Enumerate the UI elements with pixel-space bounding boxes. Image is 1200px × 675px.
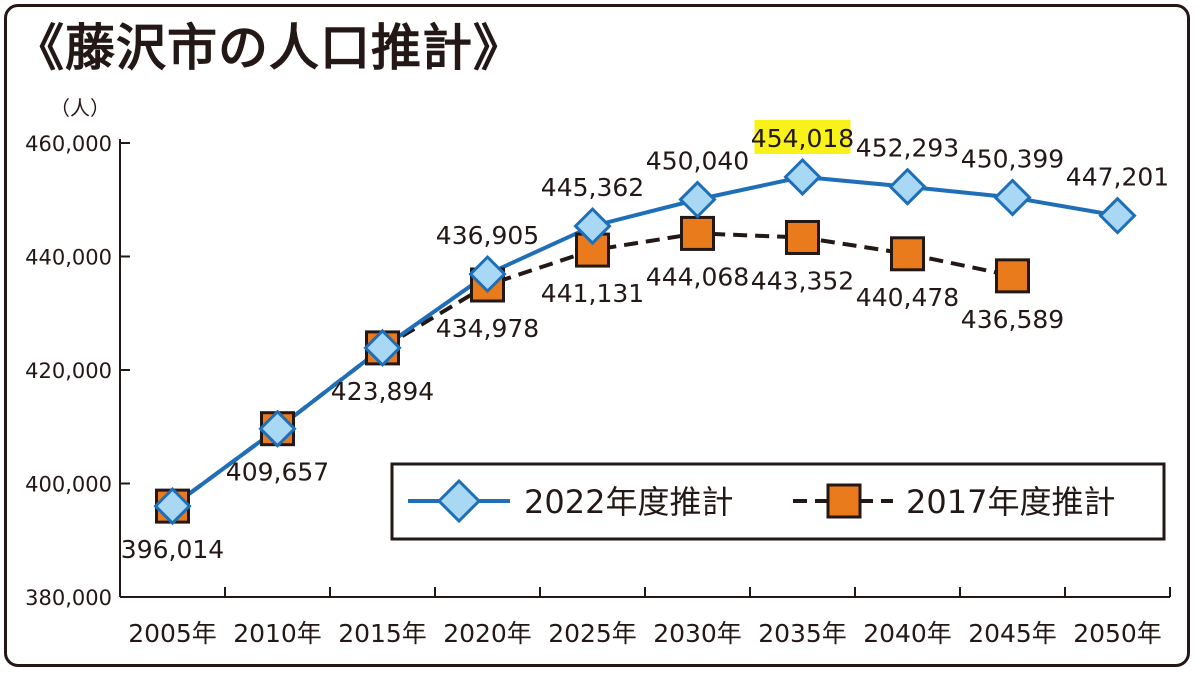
marker-2022 [258,409,297,448]
axes: 380,000 400,000 420,000 440,000 460,000 （人） 20… [25,96,1171,648]
marker-2022 [468,254,507,294]
marker-2017 [890,236,925,272]
legend-marker-2022 [436,478,482,524]
x-tick-label: 2035年 [758,619,847,648]
y-tick-label: 380,000 [25,586,112,610]
legend-marker-2017 [826,483,862,519]
highlight-box [754,119,851,154]
series-line-2022 [171,174,1118,508]
marker-2017 [995,258,1030,294]
x-tick-label: 2015年 [338,619,427,648]
marker-2022 [993,178,1032,217]
series-markers [153,157,1137,526]
x-tick-label: 2025年 [548,619,637,648]
legend-box [390,462,1166,541]
marker-2022 [573,206,612,246]
data-label-2017: 441,131 [541,279,644,308]
y-tick-label: 420,000 [25,359,112,383]
data-label-2022: 409,657 [226,458,329,487]
data-label-2022: 447,201 [1066,163,1169,192]
data-label-2022: 450,040 [646,147,749,176]
y-tick-label: 460,000 [25,132,112,156]
y-tick-label: 400,000 [25,473,112,497]
chart-title: 《藤沢市の人口推計》 [14,19,524,77]
x-tick-label: 2040年 [863,619,952,648]
x-tick-label: 2020年 [443,619,532,648]
marker-2022 [1098,196,1137,235]
legend: 2022年度推計 2017年度推計 [390,462,1166,541]
x-tick-label: 2005年 [128,619,217,648]
x-tick-label: 2010年 [233,619,322,648]
marker-2022 [678,180,717,219]
data-label-2022: 436,905 [436,221,539,250]
x-tick-label: 2045年 [968,619,1057,648]
data-labels: 396,014 409,657 423,894 436,905445,362450,0… [121,119,1169,564]
data-label-2022: 423,894 [331,377,434,406]
marker-2022 [888,167,927,206]
legend-label-2017: 2017年度推計 [906,483,1115,521]
data-label-2022: 445,362 [541,173,644,202]
data-label-2022: 452,293 [856,134,959,163]
x-tick-label: 2050年 [1073,619,1162,648]
data-label-2017: 444,068 [646,262,749,291]
marker-2017 [785,219,820,255]
y-tick-label: 440,000 [25,246,112,270]
data-label-2017: 434,978 [436,314,539,343]
marker-2022 [153,486,192,526]
data-label-2022: 454,018 [751,124,854,153]
data-label-2017: 440,478 [856,283,959,312]
legend-label-2022: 2022年度推計 [524,483,733,521]
chart-frame [4,4,1190,667]
data-label-2017: 443,352 [751,266,854,295]
marker-2022 [363,328,402,368]
x-tick-label: 2030年 [653,619,742,648]
y-axis-unit: （人） [50,96,110,120]
marker-2017 [680,215,715,251]
data-label-2017: 436,589 [961,305,1064,334]
data-label-2022: 450,399 [961,144,1064,173]
data-label-2022: 396,014 [121,535,224,564]
marker-2022 [783,157,822,197]
